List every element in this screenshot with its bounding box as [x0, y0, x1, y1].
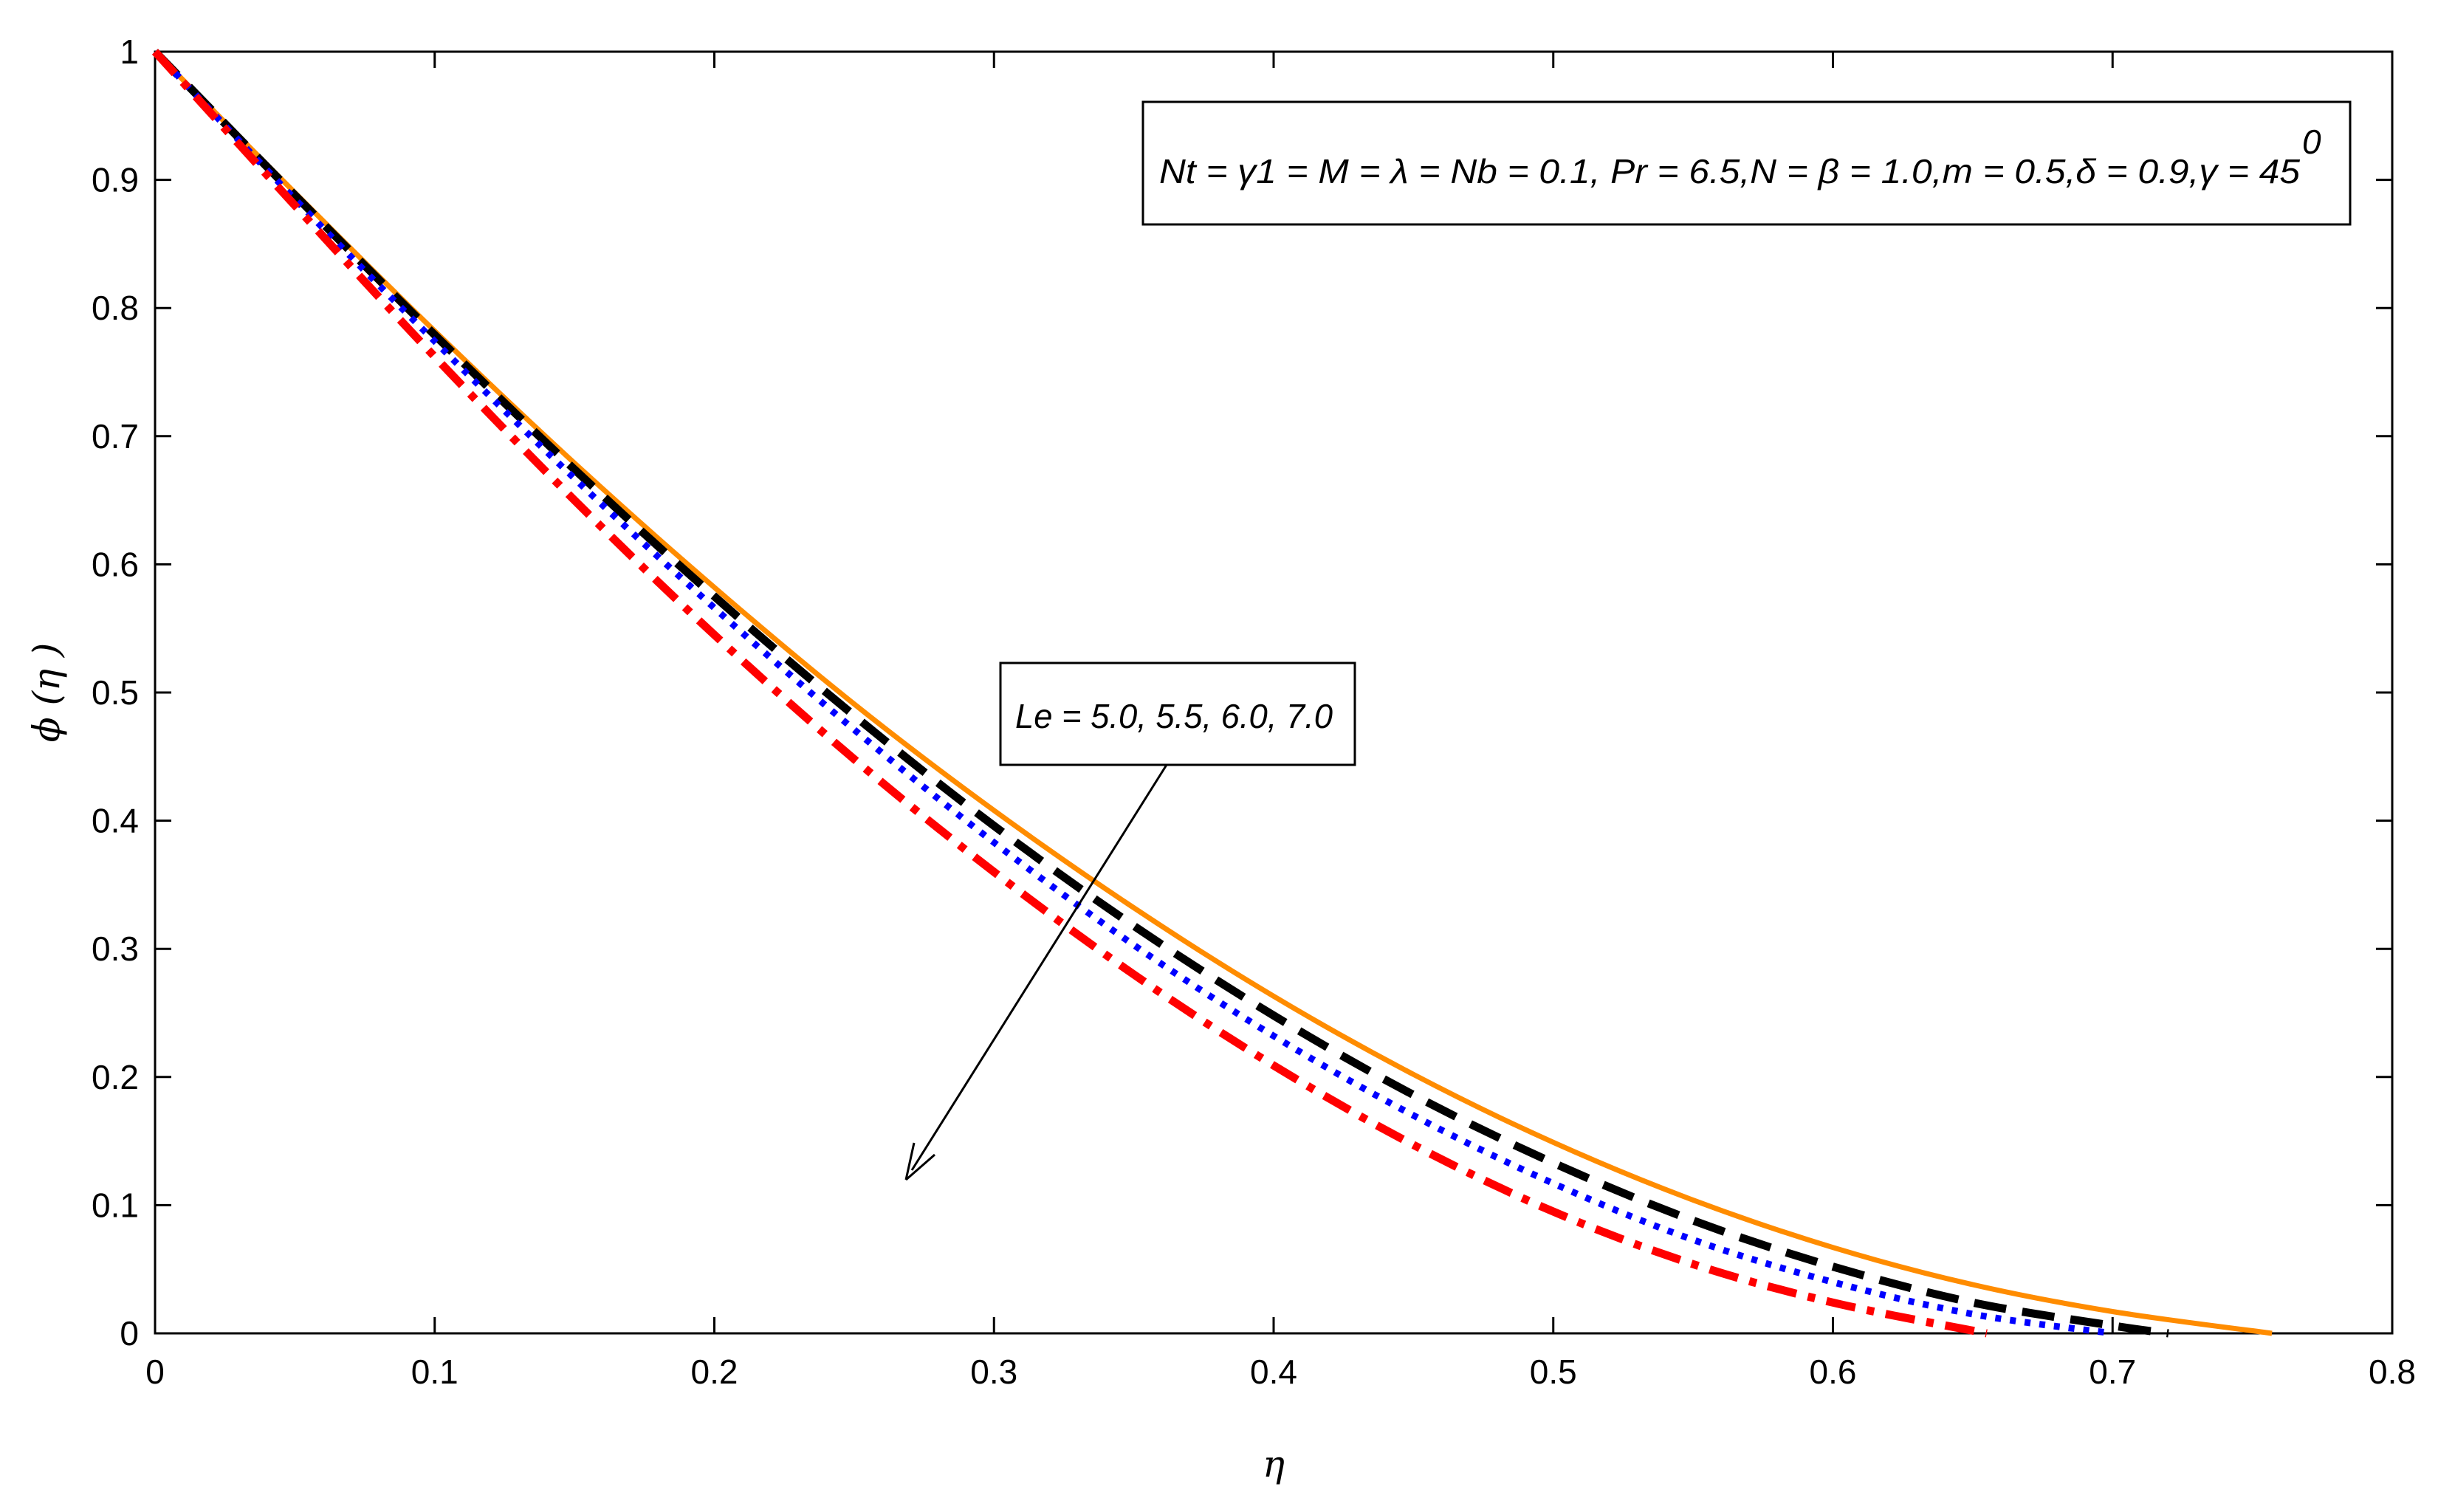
y-tick-labels: 0 0.1 0.2 0.3 0.4 0.5 0.6 0.7 0.8 0.9 1	[92, 32, 139, 1353]
x-tick-label: 0.1	[411, 1353, 459, 1391]
le-arrow-head	[904, 1142, 935, 1181]
y-tick-label: 0.8	[92, 289, 139, 327]
y-tick-label: 0.7	[92, 417, 139, 456]
parameter-box: Nt = γ1 = M = λ = Nb = 0.1, Pr = 6.5,N =…	[1141, 100, 2352, 226]
le-annotation-frame	[999, 662, 1356, 766]
series-line-3	[152, 49, 2113, 1337]
y-tick-label: 0.6	[92, 545, 139, 583]
ticks	[154, 50, 2394, 1335]
x-tick-label: 0.7	[2089, 1353, 2136, 1391]
parameter-box-text: Nt = γ1 = M = λ = Nb = 0.1, Pr = 6.5,N =…	[1159, 152, 2300, 190]
y-tick-label: 0.9	[92, 161, 139, 199]
series-layer	[151, 49, 2273, 1338]
y-axis-label: ϕ (η )	[25, 643, 68, 743]
le-arrow-shaft	[910, 764, 1168, 1171]
x-tick-label: 0.5	[1530, 1353, 1577, 1391]
x-axis-label: η	[1263, 1443, 1285, 1485]
y-tick-label: 0.2	[92, 1058, 139, 1096]
x-tick-label: 0.2	[691, 1353, 738, 1391]
y-tick-label: 0	[120, 1314, 139, 1353]
x-tick-labels: 0 0.1 0.2 0.3 0.4 0.5 0.6 0.7 0.8	[145, 1353, 2416, 1391]
x-tick-label: 0.3	[970, 1353, 1017, 1391]
parameter-box-superscript: 0	[2302, 123, 2321, 161]
y-tick-label: 0.4	[92, 802, 139, 840]
x-tick-label: 0.8	[2369, 1353, 2416, 1391]
y-tick-label: 0.5	[92, 673, 139, 712]
le-annotation: Le = 5.0, 5.5, 6.0, 7.0	[904, 662, 1356, 1181]
le-annotation-text: Le = 5.0, 5.5, 6.0, 7.0	[1015, 697, 1333, 735]
series-line-2	[152, 49, 2169, 1338]
y-tick-label: 0.1	[92, 1186, 139, 1224]
parameter-box-frame	[1141, 100, 2352, 226]
x-tick-label: 0.4	[1250, 1353, 1297, 1391]
x-tick-label: 0	[145, 1353, 165, 1391]
y-tick-label: 0.3	[92, 929, 139, 968]
series-line-4	[151, 49, 1988, 1338]
y-tick-label: 1	[120, 32, 139, 71]
x-tick-label: 0.6	[1810, 1353, 1857, 1391]
